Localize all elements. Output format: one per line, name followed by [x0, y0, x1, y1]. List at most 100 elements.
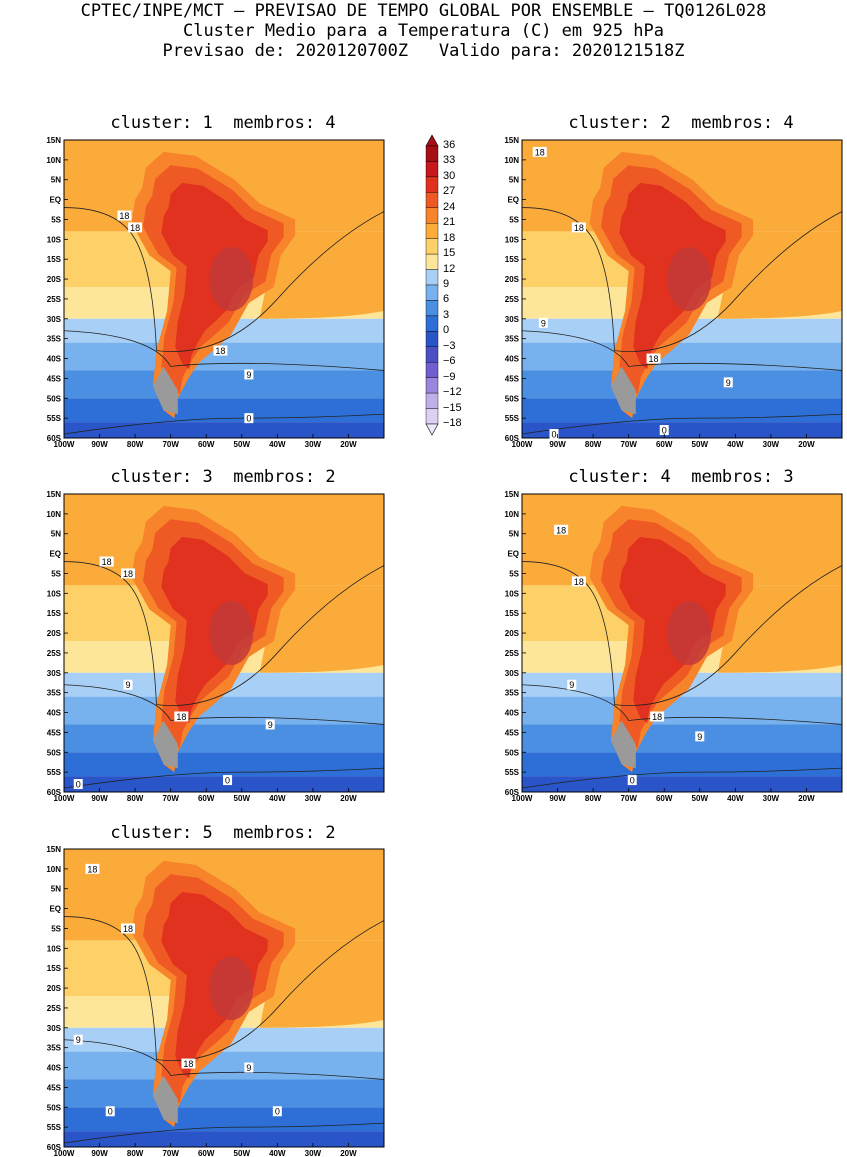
contour-label: 18	[130, 223, 140, 233]
contour-0	[63, 767, 385, 789]
lon-tick-label: 40W	[727, 440, 744, 449]
lat-tick-label: 5N	[51, 176, 61, 185]
colorbar-swatch	[425, 223, 439, 239]
contour-label-box	[723, 377, 733, 388]
colorbar-label: 30	[443, 169, 456, 182]
contour-label: 18	[119, 211, 129, 221]
header-line2: Cluster Medio para a Temperatura (C) em …	[182, 21, 665, 41]
temperature-band	[522, 752, 842, 777]
patagonia-landmass	[152, 1075, 178, 1124]
contour-label: 18	[123, 924, 133, 934]
lon-tick-label: 20W	[798, 794, 815, 803]
lat-tick-label: 15S	[505, 255, 520, 264]
lat-tick-label: 15S	[505, 609, 520, 618]
colorbar-swatch	[425, 269, 439, 286]
lat-tick-label: 20S	[505, 629, 520, 638]
temperature-band	[64, 1131, 384, 1147]
lat-tick-label: 15S	[47, 255, 62, 264]
lat-tick-label: 20S	[47, 275, 62, 284]
lon-tick-label: 80W	[127, 794, 144, 803]
colorbar-swatch	[425, 331, 439, 347]
colorbar-swatch	[425, 315, 439, 332]
lat-tick-label: 50S	[47, 748, 62, 757]
colorbar-swatch	[425, 192, 439, 208]
temperature-map-cluster-2: 18 18 9 18 9 0 0 15N 10N 5N EQ 5S 10S 15S 20S 25S 30S 35S…	[504, 136, 843, 449]
contour-label-box	[695, 731, 705, 742]
lat-tick-label: 50S	[47, 1103, 62, 1112]
lon-tick-label: 70W	[162, 794, 179, 803]
lat-tick-label: 10N	[504, 510, 519, 519]
contour-18	[63, 916, 385, 1061]
lat-tick-label: 15N	[504, 490, 519, 499]
lat-tick-label: 25S	[47, 295, 62, 304]
lat-tick-label: 55S	[47, 1123, 62, 1132]
temperature-band	[522, 696, 842, 725]
lat-tick-label: 15S	[47, 964, 62, 973]
warm-atlantic-region	[259, 585, 384, 673]
lat-tick-label: 15N	[46, 490, 61, 499]
lon-tick-label: 30W	[305, 1149, 322, 1157]
lon-tick-label: 80W	[585, 440, 602, 449]
colorbar-swatch	[425, 346, 439, 363]
colorbar-label: 0	[443, 324, 450, 337]
warm-atlantic-region	[259, 231, 384, 319]
lat-tick-label: 45S	[505, 374, 520, 383]
contour-label-box	[181, 1058, 196, 1069]
contour-label-box	[85, 863, 100, 874]
patagonia-landmass	[610, 366, 636, 415]
contour-label: 9	[541, 318, 546, 328]
lat-tick-label: 60S	[47, 788, 62, 797]
lat-tick-label: 35S	[47, 1044, 62, 1053]
lat-tick-label: 10S	[47, 589, 62, 598]
lat-tick-label: 15N	[504, 136, 519, 145]
colorbar-swatch	[425, 284, 439, 301]
contour-label-box	[244, 1062, 254, 1073]
lon-tick-label: 40W	[269, 1149, 286, 1157]
contour-label-box	[554, 524, 569, 535]
lat-tick-label: 55S	[47, 414, 62, 423]
lon-tick-label: 20W	[340, 440, 357, 449]
contour-label-box	[174, 711, 189, 722]
colorbar-label: 12	[443, 262, 456, 275]
temperature-map-cluster-4: 18 18 9 18 9 0 15N 10N 5N EQ 5S 10S 15S 20S 25S 30S 35S 4…	[504, 490, 843, 803]
map-frame	[521, 493, 843, 793]
lon-tick-label: 20W	[340, 794, 357, 803]
lat-tick-label: 5S	[51, 569, 61, 578]
temperature-band	[64, 398, 384, 423]
contour-label: 18	[574, 223, 584, 233]
lat-tick-label: 35S	[47, 689, 62, 698]
contour-label-box	[105, 1106, 115, 1117]
temperature-band	[64, 696, 384, 725]
lat-tick-label: 40S	[47, 355, 62, 364]
contour-label-box	[73, 779, 83, 790]
contour-label: 0	[225, 776, 230, 786]
lat-tick-label: 45S	[47, 728, 62, 737]
contour-label-box	[213, 345, 228, 356]
temperature-band	[522, 342, 842, 371]
lat-tick-label: 25S	[505, 295, 520, 304]
lat-tick-label: EQ	[49, 550, 61, 559]
contour-label: 9	[697, 732, 702, 742]
contour-label: 0	[275, 1107, 280, 1117]
contour-label: 9	[125, 680, 130, 690]
panel-title-5: cluster: 5 membros: 2	[110, 823, 336, 843]
contour-label: 18	[574, 577, 584, 587]
temperature-band	[64, 422, 384, 438]
map-frame	[63, 493, 385, 793]
contour-9	[63, 1039, 385, 1080]
lat-tick-label: 30S	[47, 315, 62, 324]
lat-tick-label: 50S	[505, 394, 520, 403]
lon-tick-label: 60W	[198, 794, 215, 803]
colorbar-top-arrow	[425, 134, 439, 147]
lon-tick-label: 40W	[269, 794, 286, 803]
contour-label-box	[99, 556, 114, 567]
lon-tick-label: 80W	[585, 794, 602, 803]
colorbar-swatch	[425, 161, 439, 178]
contour-label-box	[646, 353, 661, 364]
lon-tick-label: 90W	[91, 440, 108, 449]
lat-tick-label: 40S	[505, 709, 520, 718]
contour-label: 0	[246, 414, 251, 424]
temperature-band	[64, 1107, 384, 1132]
colorbar-label: −18	[443, 417, 462, 429]
warm-atlantic-region	[717, 585, 842, 673]
